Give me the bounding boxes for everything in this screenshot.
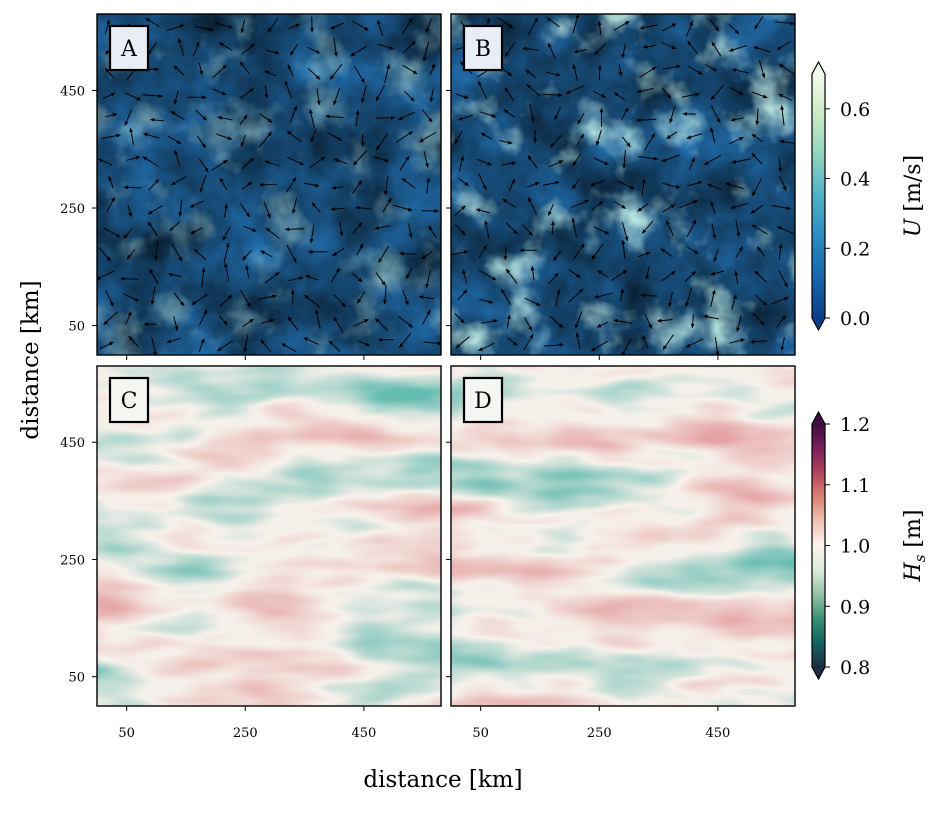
- panel-label-a: A: [110, 26, 148, 70]
- colorbar-tick-label: 1.0: [840, 536, 870, 558]
- colorbar-label: U [m/s]: [901, 155, 926, 237]
- current-arrow: [400, 253, 417, 254]
- colorbar-hs: 0.8 0.9 1.0 1.1 1.2 Hs [m]: [812, 412, 929, 679]
- colorbar-tick-label: 0.0: [840, 308, 870, 330]
- svg-text:C: C: [121, 389, 138, 414]
- current-arrow: [121, 279, 139, 280]
- colorbar-label: Hs [m]: [901, 510, 929, 583]
- y-tick-label: 450: [60, 436, 85, 451]
- colorbar-tick-label: 0.6: [840, 99, 870, 121]
- svg-text:B: B: [475, 37, 491, 62]
- colorbar-tick-label: 0.8: [840, 657, 870, 679]
- current-arrow: [260, 184, 278, 185]
- colorbar-tick-label: 0.2: [840, 238, 870, 260]
- svg-text:D: D: [474, 389, 492, 414]
- panel-a: A 50 250 450: [60, 14, 442, 360]
- y-tick-label: 250: [60, 202, 85, 217]
- x-axis-label: distance [km]: [363, 767, 522, 793]
- x-tick-label: 250: [233, 726, 258, 741]
- x-tick-label: 450: [705, 726, 730, 741]
- y-tick-label: 250: [60, 553, 85, 568]
- panel-c: C 50 250 450 50 250 450: [60, 356, 451, 741]
- colorbar-tick-label: 1.2: [840, 414, 870, 436]
- x-tick-label: 250: [587, 726, 612, 741]
- panel-label-c: C: [110, 378, 148, 422]
- panel-label-d: D: [464, 378, 502, 422]
- current-arrow: [376, 118, 395, 119]
- colorbar-tick-label: 0.4: [840, 169, 870, 191]
- y-tick-label: 50: [68, 671, 85, 686]
- panel-label-b: B: [464, 26, 502, 70]
- y-tick-label: 450: [60, 84, 85, 99]
- x-tick-label: 50: [118, 726, 135, 741]
- current-arrow: [285, 229, 304, 230]
- panel-d: D 50 250 450: [446, 360, 811, 741]
- x-tick-label: 450: [351, 726, 376, 741]
- colorbar-tick-label: 1.1: [840, 475, 870, 497]
- x-tick-label: 50: [472, 726, 489, 741]
- colorbar-u: 0.0 0.2 0.4 0.6 U [m/s]: [812, 62, 926, 330]
- y-tick-label: 50: [68, 320, 85, 335]
- svg-text:A: A: [120, 37, 138, 62]
- panel-b: B: [446, 14, 795, 360]
- y-axis-label: distance [km]: [18, 280, 44, 439]
- colorbar-tick-label: 0.9: [840, 596, 870, 618]
